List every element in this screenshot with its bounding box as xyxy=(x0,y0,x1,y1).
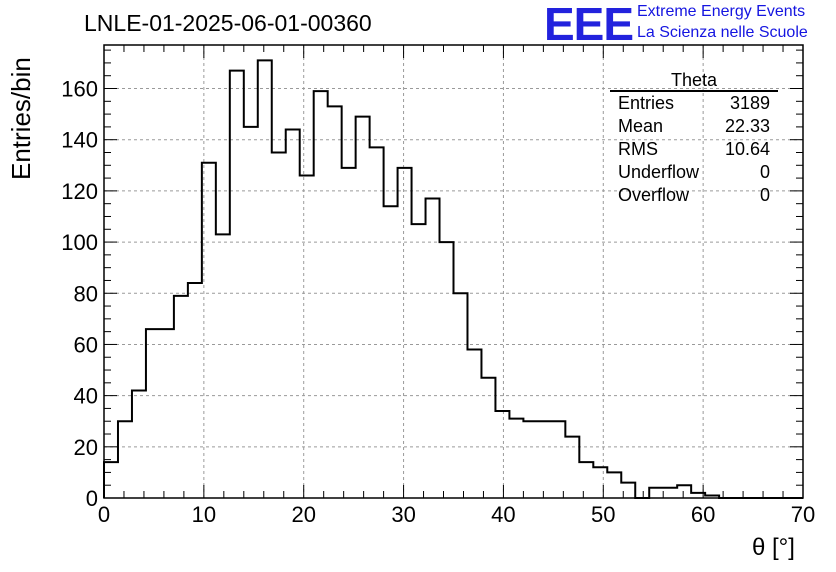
x-tick-label: 0 xyxy=(98,502,110,527)
stats-value: 10.64 xyxy=(724,139,770,159)
logo-line-1: Extreme Energy Events xyxy=(637,3,806,20)
histogram-series xyxy=(103,59,803,499)
x-tick-label: 30 xyxy=(391,502,415,527)
y-tick-label: 20 xyxy=(74,435,98,460)
logo-line-2: La Scienza nelle Scuole xyxy=(637,24,808,41)
x-tick-label: 50 xyxy=(591,502,615,527)
stats-value: 3189 xyxy=(729,93,770,113)
y-tick-label: 140 xyxy=(61,128,98,153)
stats-row-overflow: Overflow 0 xyxy=(610,184,778,207)
y-tick-label: 60 xyxy=(74,332,98,357)
stats-label: Mean xyxy=(618,116,664,136)
stats-label: Underflow xyxy=(618,162,700,182)
y-tick-label: 160 xyxy=(61,77,98,102)
stats-row-entries: Entries 3189 xyxy=(610,92,778,115)
y-tick-label: 120 xyxy=(61,179,98,204)
stats-value: 0 xyxy=(759,162,770,182)
x-axis-label: θ [°] xyxy=(752,534,795,561)
stats-row-mean: Mean 22.33 xyxy=(610,115,778,138)
y-tick-label: 100 xyxy=(61,230,98,255)
chart-title: LNLE-01-2025-06-01-00360 xyxy=(84,10,372,36)
stats-label: RMS xyxy=(618,139,658,159)
stats-value: 0 xyxy=(759,185,770,205)
x-tick-label: 40 xyxy=(491,502,515,527)
x-tick-label: 10 xyxy=(192,502,216,527)
stats-row-underflow: Underflow 0 xyxy=(610,161,778,184)
x-tick-label: 60 xyxy=(691,502,715,527)
plot-frame xyxy=(103,44,804,499)
stats-label: Overflow xyxy=(618,185,690,205)
y-tick-label: 40 xyxy=(74,384,98,409)
stats-value: 22.33 xyxy=(724,116,770,136)
y-tick-label: 0 xyxy=(86,486,98,511)
x-tick-label: 20 xyxy=(291,502,315,527)
y-tick-label: 80 xyxy=(74,281,98,306)
stats-label: Entries xyxy=(618,93,675,113)
stats-title: Theta xyxy=(610,70,778,92)
stats-row-rms: RMS 10.64 xyxy=(610,138,778,161)
x-tick-label: 70 xyxy=(791,502,815,527)
y-axis-label: Entries/bin xyxy=(6,57,36,180)
stats-box: Theta Entries 3189 Mean 22.33 RMS 10.64 … xyxy=(610,70,778,207)
eee-logo: EEE xyxy=(544,0,634,50)
